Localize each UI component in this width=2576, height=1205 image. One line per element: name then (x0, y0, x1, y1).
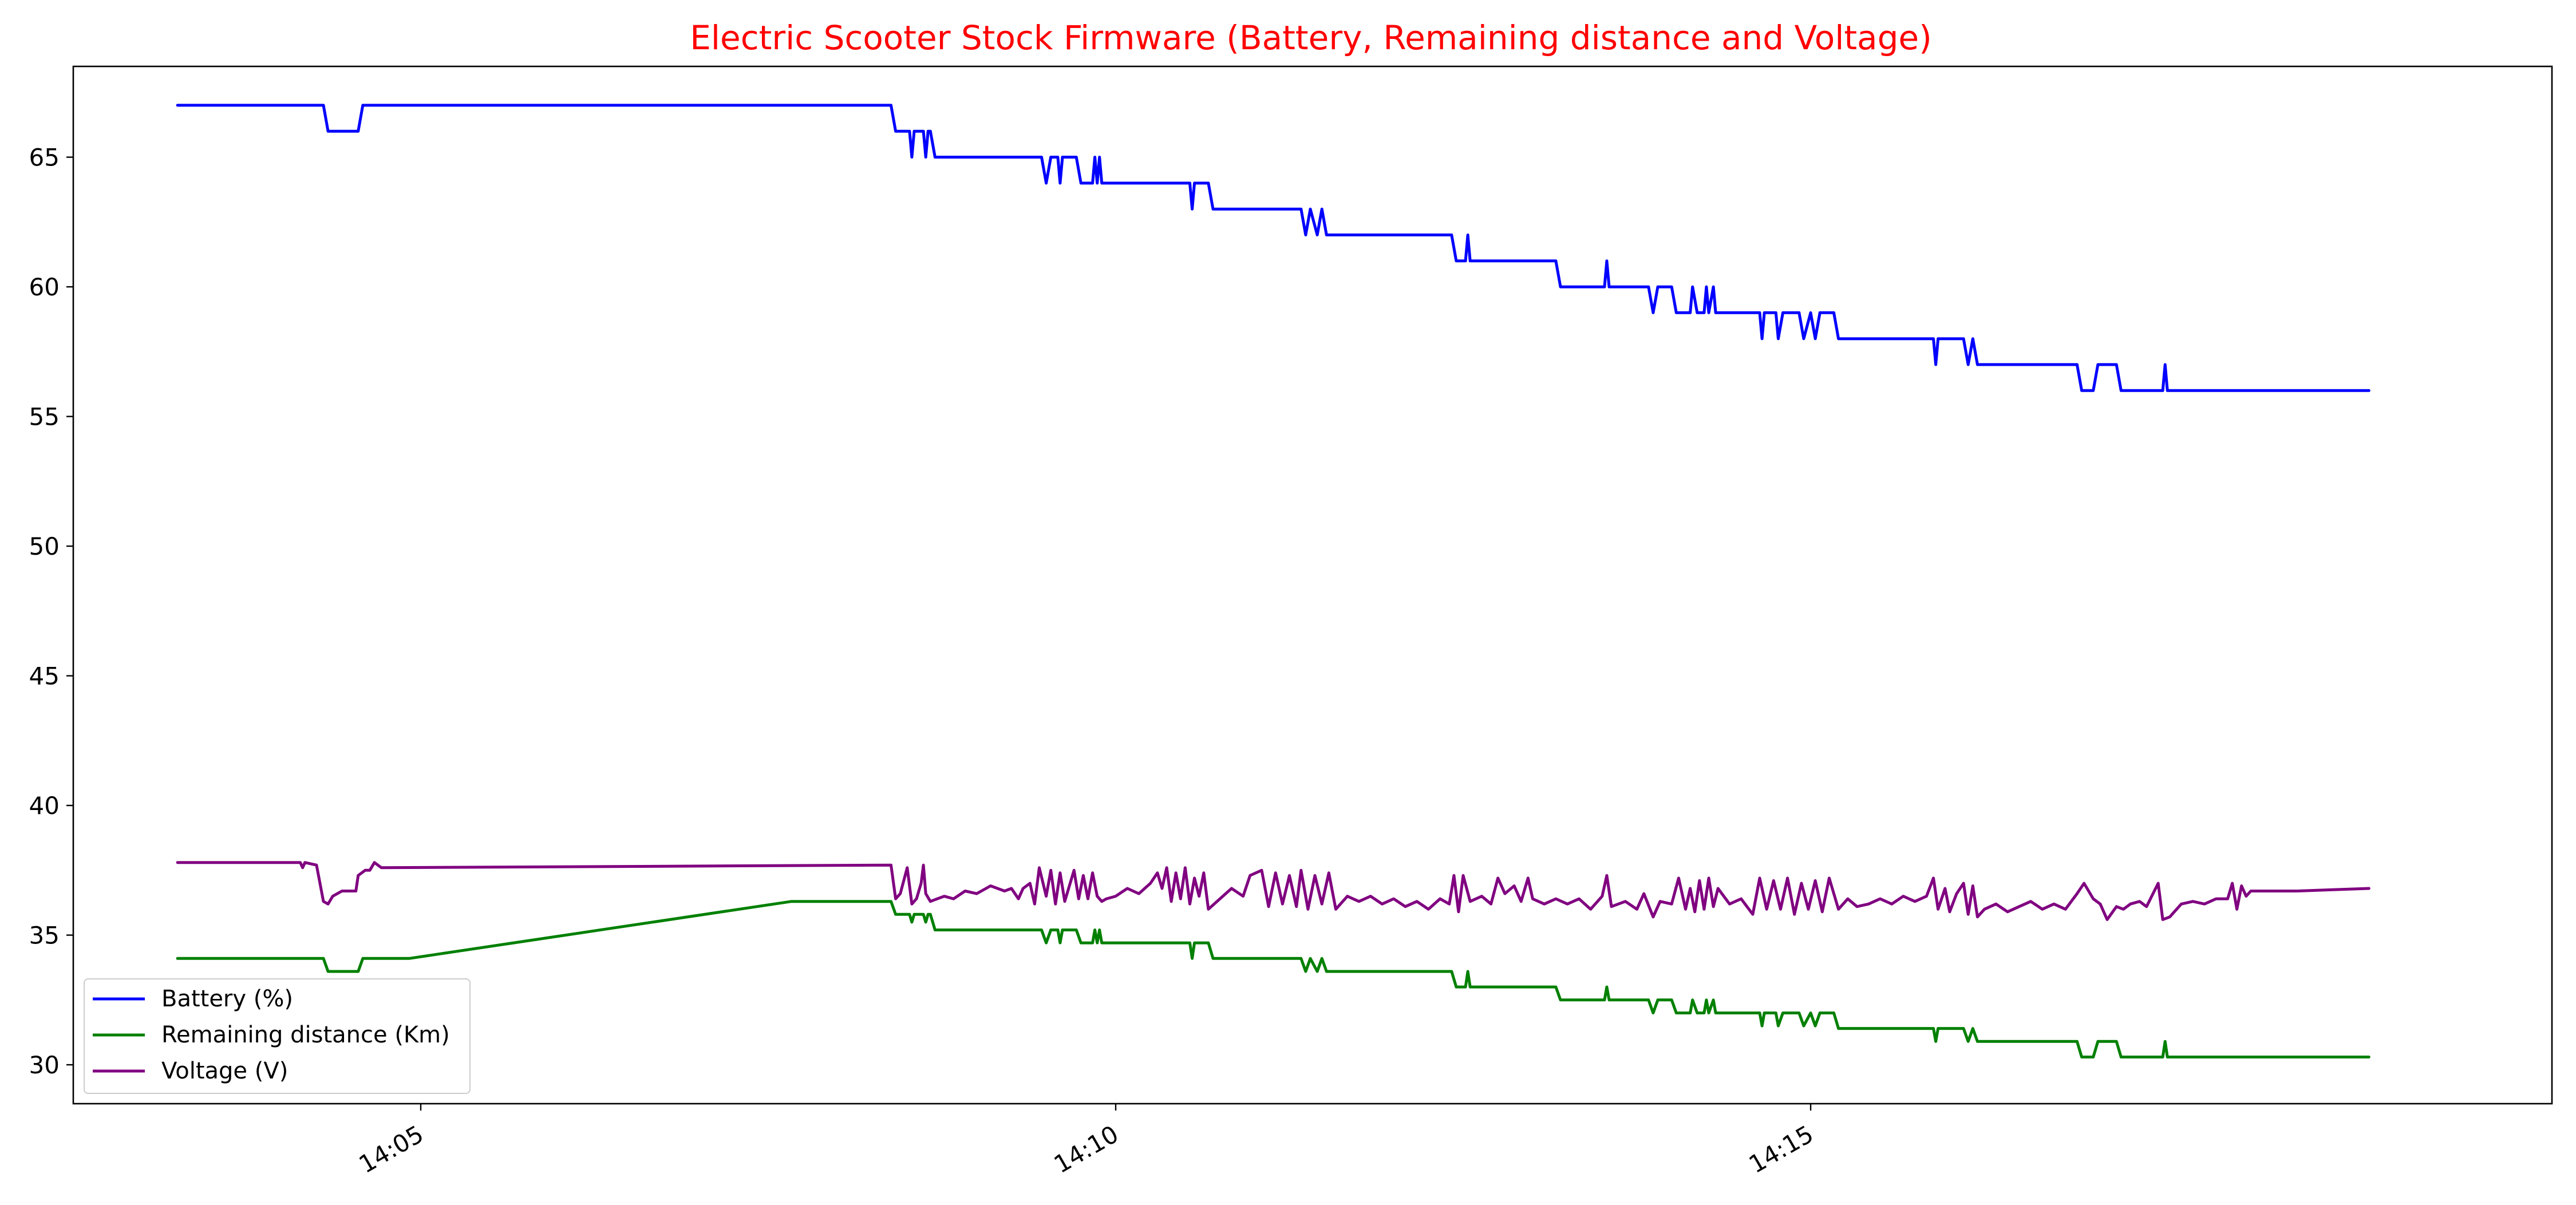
y-axis: 30 35 40 45 50 55 60 65 (29, 144, 73, 1079)
legend-label-remaining-distance: Remaining distance (Km) (161, 1022, 450, 1048)
legend-frame (84, 978, 471, 1094)
chart-title: Electric Scooter Stock Firmware (Battery… (690, 18, 1931, 57)
y-tick-label: 40 (29, 792, 60, 820)
legend-label-voltage: Voltage (V) (161, 1058, 288, 1084)
y-tick-label: 65 (29, 144, 60, 172)
series-line-voltage (176, 861, 2370, 921)
series-line-remaining-distance (176, 900, 2370, 1058)
series-layer (176, 104, 2370, 1058)
y-tick-label: 60 (29, 273, 60, 301)
series-line-battery (176, 104, 2370, 392)
plot-area-frame (72, 65, 2553, 1105)
y-tick-label: 50 (29, 532, 60, 560)
y-tick-label: 55 (29, 403, 60, 431)
y-tick-label: 30 (29, 1051, 60, 1079)
legend: Battery (%) Remaining distance (Km) Volt… (84, 978, 471, 1094)
legend-label-battery: Battery (%) (161, 986, 293, 1012)
y-tick-label: 35 (29, 922, 60, 950)
y-tick-label: 45 (29, 662, 60, 690)
